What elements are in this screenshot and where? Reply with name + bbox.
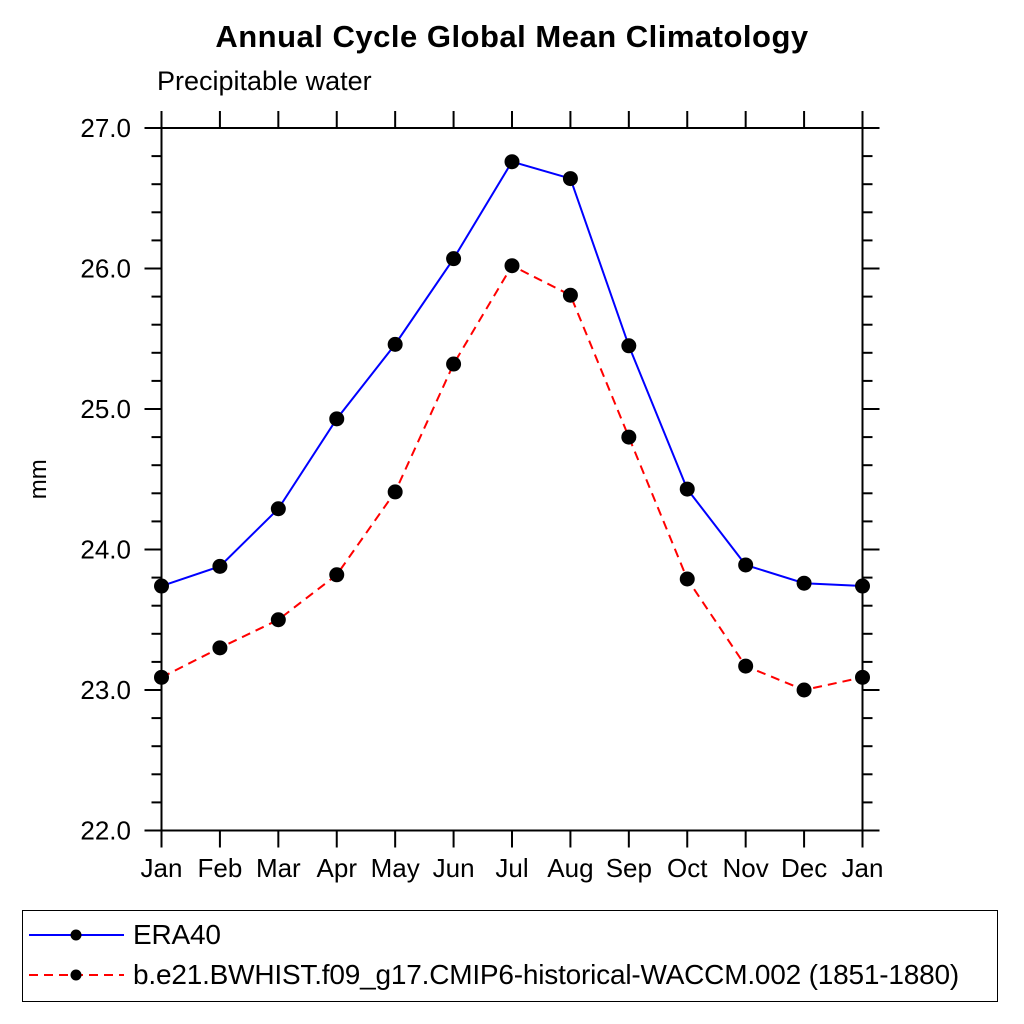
data-point-marker — [738, 557, 754, 573]
data-point-marker — [855, 669, 870, 685]
x-tick-label: Dec — [781, 853, 827, 883]
legend-item-era40: ERA40 — [28, 919, 221, 950]
legend-box: ERA40 b.e21.BWHIST.f09_g17.CMIP6-histori… — [22, 910, 998, 1002]
legend-line-sample-model — [29, 969, 124, 981]
x-tick-label: Mar — [256, 853, 301, 883]
legend-marker-era40 — [70, 929, 82, 941]
data-point-marker — [387, 484, 403, 500]
x-tick-label: Feb — [198, 853, 243, 883]
x-tick-label: Jan — [842, 853, 884, 883]
chart-subtitle: Precipitable water — [157, 66, 372, 96]
x-tick-label: May — [371, 853, 420, 883]
legend-item-model: b.e21.BWHIST.f09_g17.CMIP6-historical-WA… — [28, 959, 959, 990]
x-tick-label: Aug — [547, 853, 593, 883]
data-point-marker — [504, 154, 520, 170]
legend-label-model: b.e21.BWHIST.f09_g17.CMIP6-historical-WA… — [133, 959, 959, 990]
data-point-marker — [621, 338, 637, 354]
y-tick-label: 22.0 — [80, 816, 131, 846]
series-line-1 — [161, 264, 863, 692]
x-tick-label: Nov — [723, 853, 769, 883]
series-markers-0 — [154, 154, 870, 594]
data-point-marker — [621, 429, 637, 445]
data-point-marker — [796, 682, 812, 698]
series-line-0 — [161, 160, 863, 588]
y-axis-title: mm — [25, 459, 52, 499]
data-point-marker — [270, 612, 286, 628]
x-tick-label: Apr — [317, 853, 358, 883]
x-tick-label: Sep — [606, 853, 652, 883]
data-point-marker — [738, 658, 754, 674]
y-tick-label: 25.0 — [80, 394, 131, 424]
data-point-marker — [154, 669, 169, 685]
legend-line-sample-era40 — [29, 929, 124, 941]
y-tick-label: 23.0 — [80, 675, 131, 705]
series-markers-1 — [154, 258, 870, 698]
y-tick-label: 27.0 — [80, 113, 131, 143]
data-point-marker — [562, 171, 578, 187]
legend-marker-model — [70, 969, 82, 981]
x-axis-ticks: Jan Feb Mar Apr May Jun Jul Aug Sep Oct Nov Dec Jan — [141, 111, 884, 883]
x-tick-label: Jan — [141, 853, 183, 883]
data-point-marker — [212, 640, 228, 656]
x-tick-label: Oct — [667, 853, 708, 883]
y-tick-label: 26.0 — [80, 254, 131, 284]
y-tick-label: 24.0 — [80, 535, 131, 565]
data-point-marker — [387, 336, 403, 352]
data-point-marker — [855, 578, 870, 594]
data-point-marker — [154, 578, 169, 594]
data-point-marker — [446, 356, 462, 372]
data-point-marker — [679, 571, 695, 587]
data-point-marker — [270, 501, 286, 517]
data-point-marker — [504, 258, 520, 274]
x-tick-label: Jun — [433, 853, 475, 883]
data-point-marker — [562, 287, 578, 303]
plot-frame — [160, 127, 864, 832]
data-point-marker — [446, 251, 462, 267]
chart-title: Annual Cycle Global Mean Climatology — [215, 19, 809, 54]
data-point-marker — [796, 575, 812, 591]
data-point-marker — [329, 567, 345, 583]
x-tick-label: Jul — [495, 853, 528, 883]
data-point-marker — [329, 411, 345, 427]
y-axis-ticks: 22.0 23.0 24.0 25.0 26.0 27.0 — [80, 113, 880, 846]
data-point-marker — [679, 481, 695, 497]
data-point-marker — [212, 558, 228, 574]
legend-label-era40: ERA40 — [133, 919, 221, 950]
